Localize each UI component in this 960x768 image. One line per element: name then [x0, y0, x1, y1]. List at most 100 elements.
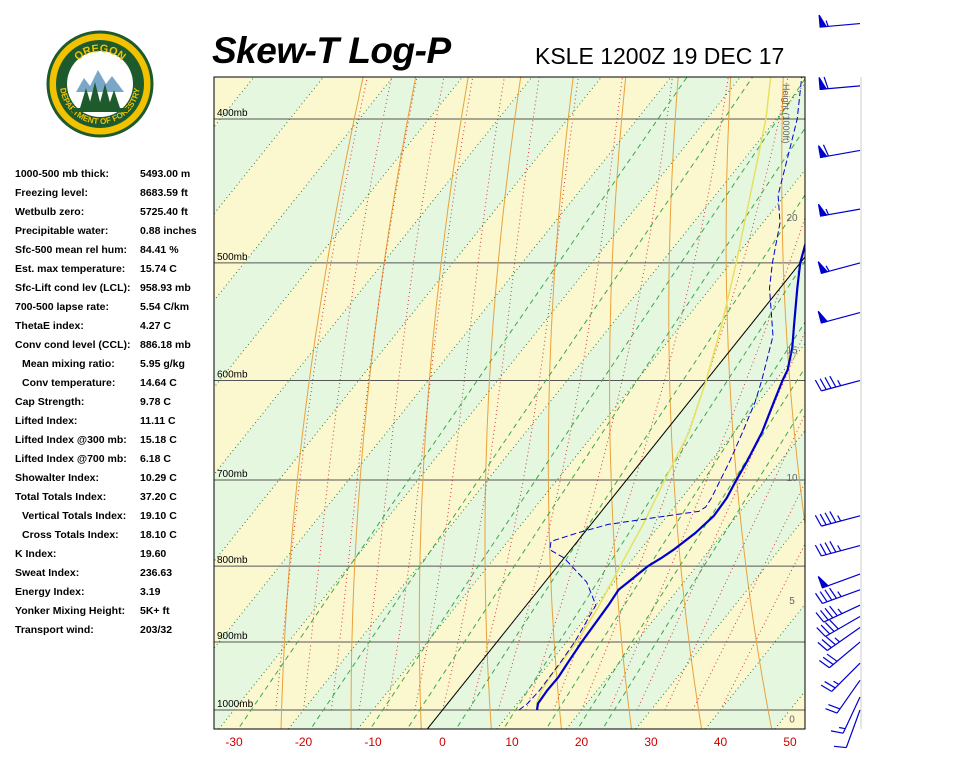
moist-adiabat	[497, 77, 623, 711]
index-value: 19.10 C	[140, 510, 177, 522]
height-axis-label: Height (1000ft)	[781, 84, 791, 144]
index-value: 10.29 C	[140, 472, 177, 484]
axis-labels: 1000mb900mb800mb700mb600mb500mb400mb300m…	[217, 84, 798, 749]
index-label: Est. max temperature:	[15, 263, 126, 275]
wind-barbs	[814, 14, 862, 749]
wind-barb	[818, 14, 861, 28]
index-value: 4.27 C	[140, 320, 171, 332]
pressure-label: 500mb	[217, 252, 248, 263]
plot-frame	[213, 76, 806, 730]
wind-barb	[825, 679, 861, 714]
wind-barb	[814, 375, 861, 392]
dry-adiabat	[280, 77, 364, 729]
sounding-profiles	[518, 77, 805, 711]
index-value: 958.93 mb	[140, 282, 191, 294]
mixing-ratio-line	[237, 77, 688, 729]
index-value: 5K+ ft	[140, 605, 170, 617]
height-tick: 5	[789, 596, 795, 607]
wind-barb	[814, 540, 861, 557]
wind-barb	[830, 696, 861, 734]
dry-adiabat	[888, 0, 960, 742]
index-label: 700-500 lapse rate:	[15, 301, 109, 313]
index-value: 18.10 C	[140, 529, 177, 541]
mixing-ratio-line	[601, 403, 805, 729]
wind-barb	[818, 641, 861, 669]
index-value: 14.64 C	[140, 377, 177, 389]
wind-barb	[817, 144, 861, 159]
wind-barb	[820, 662, 861, 692]
dry-adiabat	[418, 77, 469, 729]
moist-adiabat	[386, 77, 474, 711]
isotherm-band	[635, 517, 805, 729]
index-value: 886.18 mb	[140, 339, 191, 351]
index-label: Mean mixing ratio:	[22, 358, 115, 370]
isotherm-line	[834, 0, 960, 742]
index-value: 8683.59 ft	[140, 187, 188, 199]
wind-barb	[817, 627, 861, 651]
index-label: Lifted Index @700 mb:	[15, 453, 127, 465]
wind-barb	[817, 203, 861, 217]
index-value: 5725.40 ft	[140, 206, 188, 218]
index-value: 9.78 C	[140, 396, 171, 408]
index-label: Conv cond level (CCL):	[15, 339, 131, 351]
index-label: Cross Totals Index:	[22, 529, 119, 541]
index-label: Transport wind:	[15, 624, 94, 636]
temperature-trace	[535, 241, 805, 711]
pressure-label: 1000mb	[217, 699, 254, 710]
wind-barb	[817, 310, 861, 324]
moist-adiabat	[275, 77, 368, 711]
background-bands	[214, 77, 805, 729]
dry-adiabat	[836, 0, 917, 742]
odf-logo: OREGON DEPARTMENT OF FORESTRY	[46, 30, 154, 138]
wind-barb	[815, 604, 861, 623]
wind-barb	[817, 261, 861, 275]
parcel-trace	[535, 77, 772, 711]
index-label: Energy Index:	[15, 586, 85, 598]
index-value: 84.41 %	[140, 244, 179, 256]
temperature-tick: 10	[505, 735, 519, 749]
dry-adiabat	[939, 0, 960, 742]
index-label: Vertical Totals Index:	[22, 510, 127, 522]
mixing-ratio-line	[545, 321, 805, 729]
index-value: 5.54 C/km	[140, 301, 190, 313]
svg-text:OREGON: OREGON	[72, 43, 127, 63]
index-value: 15.74 C	[140, 263, 177, 275]
temperature-tick: 40	[714, 735, 728, 749]
index-value: 5493.00 m	[140, 168, 191, 180]
isotherm-band	[566, 430, 805, 729]
height-tick: 20	[786, 213, 798, 224]
station-datetime: KSLE 1200Z 19 DEC 17	[535, 43, 785, 69]
wind-barb	[814, 511, 861, 527]
dry-adiabat	[350, 77, 417, 729]
index-label: Total Totals Index:	[15, 491, 107, 503]
mixing-ratio-line	[369, 77, 805, 729]
zero-isotherm	[426, 256, 805, 729]
dry-adiabat	[668, 77, 703, 729]
index-value: 19.60	[140, 548, 167, 560]
isotherm-band	[496, 343, 805, 729]
temperature-tick: -20	[295, 735, 313, 749]
index-value: 6.18 C	[140, 453, 171, 465]
temperature-tick: 50	[783, 735, 797, 749]
dry-adiabat	[725, 77, 773, 729]
wind-barb	[816, 615, 861, 637]
pressure-label: 800mb	[217, 555, 248, 566]
moist-adiabat	[469, 77, 579, 711]
index-label: Conv temperature:	[22, 377, 116, 389]
moist-adiabat	[330, 77, 418, 711]
index-value: 236.63	[140, 567, 173, 579]
index-value: 37.20 C	[140, 491, 177, 503]
index-label: Lifted Index @300 mb:	[15, 434, 127, 446]
temperature-tick: -10	[364, 735, 382, 749]
temperature-tick: 20	[575, 735, 589, 749]
dry-adiabat	[609, 77, 632, 729]
logo-top-text: OREGON	[72, 43, 127, 63]
index-label: Lifted Index:	[15, 415, 78, 427]
index-value: 3.19	[140, 586, 161, 598]
height-tick: 15	[786, 345, 798, 356]
index-label: Cap Strength:	[15, 396, 85, 408]
temperature-tick: 0	[439, 735, 446, 749]
wind-barb	[833, 709, 861, 749]
index-label: Sweat Index:	[15, 567, 80, 579]
